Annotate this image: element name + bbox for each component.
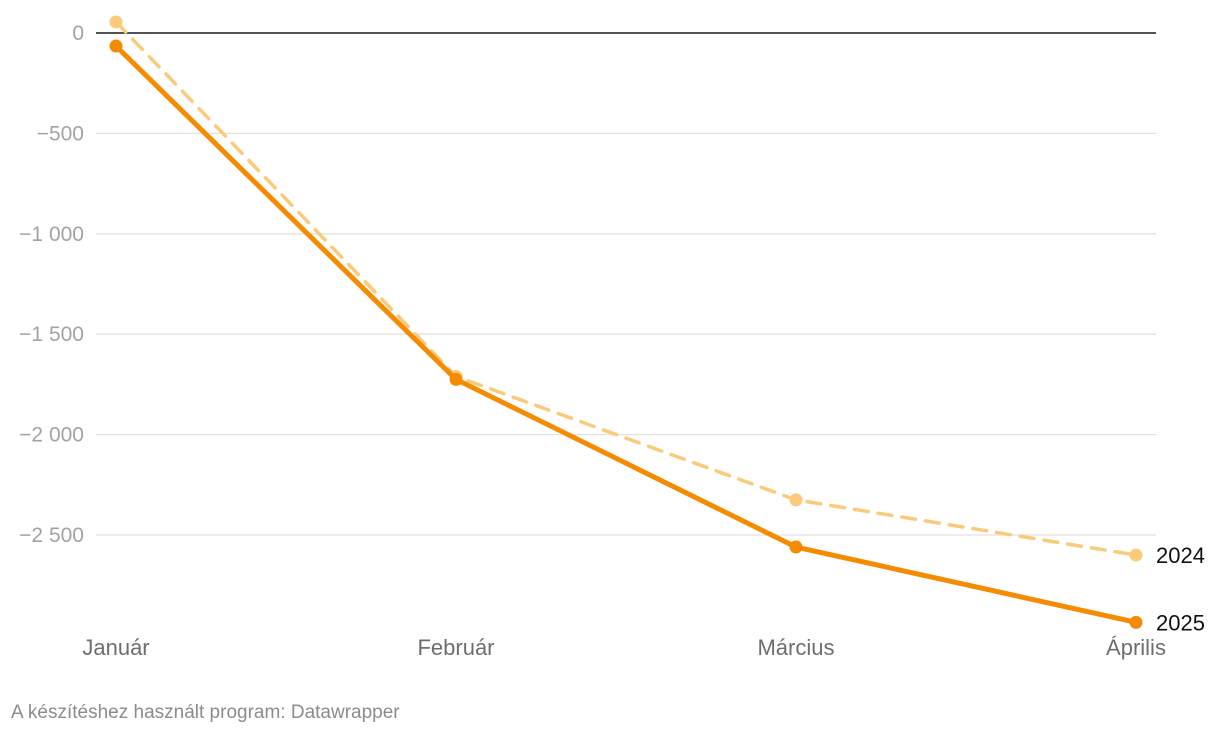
x-tick-label: Április <box>1106 635 1166 660</box>
y-tick-label: −2 500 <box>19 524 84 547</box>
y-tick-label: −1 000 <box>19 223 84 246</box>
y-tick-label: −1 500 <box>19 323 84 346</box>
credit-text[interactable]: A készítéshez használt program: Datawrap… <box>11 702 400 723</box>
series-line-2024[interactable] <box>114 20 1138 557</box>
data-point-2024[interactable] <box>1129 548 1143 562</box>
x-tick-label: Március <box>757 635 834 660</box>
series-label-2024: 2024 <box>1156 543 1205 568</box>
y-tick-label: −2 000 <box>19 424 84 447</box>
data-point-2025[interactable] <box>449 372 463 386</box>
data-point-2025[interactable] <box>109 39 123 53</box>
y-tick-label: 0 <box>72 22 84 45</box>
series-line-2025[interactable] <box>113 43 1139 625</box>
data-point-2025[interactable] <box>1129 615 1143 629</box>
data-point-2024[interactable] <box>789 493 803 507</box>
line-chart: 0 −500 −1 000 −1 500 −2 000 −2 500 Január Febru… <box>19 15 1205 660</box>
data-point-2024[interactable] <box>109 15 123 29</box>
data-point-2025[interactable] <box>789 540 803 554</box>
x-tick-label: Január <box>82 635 149 660</box>
series-label-2025: 2025 <box>1156 610 1205 635</box>
y-tick-label: −500 <box>37 122 84 145</box>
x-tick-label: Február <box>417 635 494 660</box>
